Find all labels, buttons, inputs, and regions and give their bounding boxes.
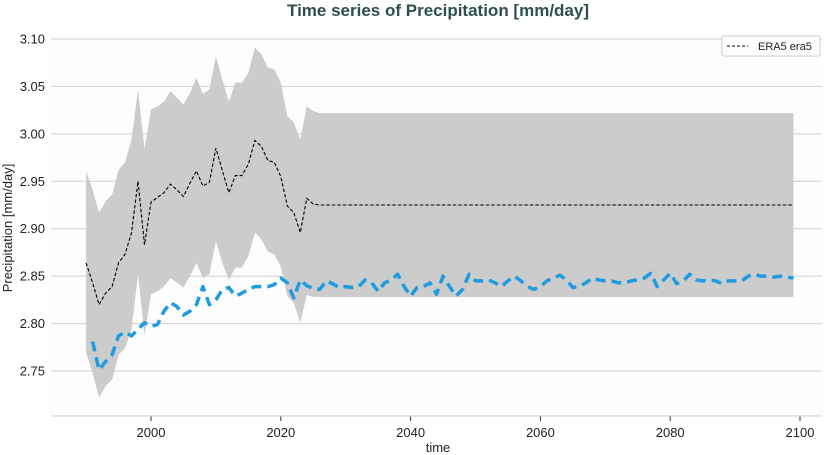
x-tick-label: 2040 bbox=[396, 425, 425, 440]
x-tick-label: 2000 bbox=[137, 425, 166, 440]
y-tick-label: 3.00 bbox=[20, 126, 45, 141]
x-tick-label: 2100 bbox=[786, 425, 815, 440]
x-tick-label: 2060 bbox=[526, 425, 555, 440]
y-axis-label: Precipitation [mm/day] bbox=[0, 164, 15, 293]
x-axis-label: time bbox=[426, 440, 451, 455]
series-line-blue bbox=[90, 271, 794, 372]
y-tick-label: 3.05 bbox=[20, 79, 45, 94]
y-tick-label: 2.90 bbox=[20, 221, 45, 236]
series-line-era5 bbox=[85, 139, 794, 306]
y-tick-label: 2.85 bbox=[20, 269, 45, 284]
y-tick-label: 2.80 bbox=[20, 316, 45, 331]
y-tick-label: 2.95 bbox=[20, 174, 45, 189]
chart-marks bbox=[85, 47, 794, 398]
chart-title: Time series of Precipitation [mm/day] bbox=[287, 1, 589, 20]
x-tick-label: 2020 bbox=[266, 425, 295, 440]
legend: ERA5 era5 bbox=[721, 35, 821, 57]
legend-box bbox=[721, 35, 821, 57]
x-axis: 2000 2020 2040 2060 2080 2100 bbox=[137, 416, 815, 440]
legend-label-era5: ERA5 era5 bbox=[758, 41, 812, 53]
y-axis: 2.75 2.80 2.85 2.90 2.95 3.00 3.05 3.10 bbox=[20, 32, 45, 379]
y-tick-label: 3.10 bbox=[20, 32, 45, 47]
x-tick-label: 2080 bbox=[656, 425, 685, 440]
uncertainty-band bbox=[86, 47, 794, 398]
y-tick-label: 2.75 bbox=[20, 364, 45, 379]
